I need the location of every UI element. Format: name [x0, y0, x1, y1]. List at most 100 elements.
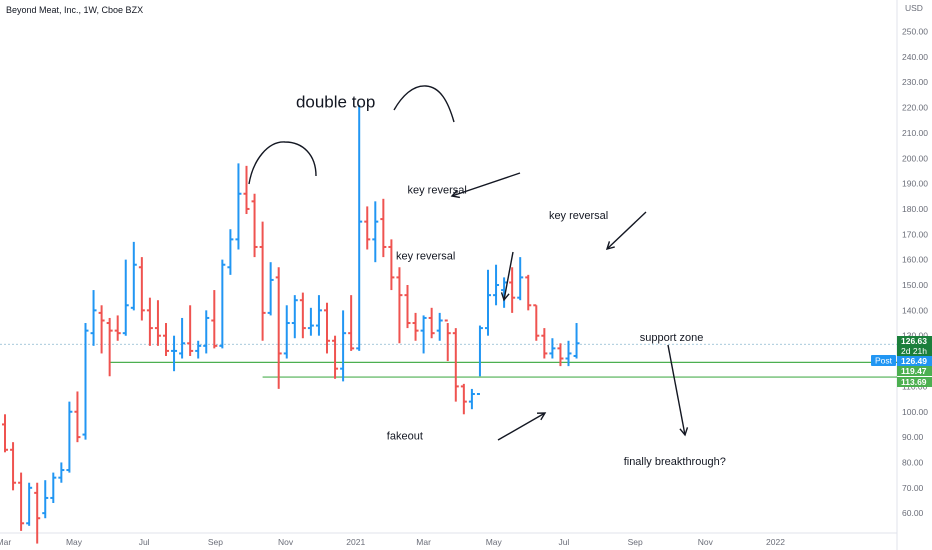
y-tick-label: 160.00 [902, 255, 928, 265]
x-tick-label: Sep [628, 537, 643, 547]
y-tick-label: 180.00 [902, 204, 928, 214]
ohlc-bar [130, 241, 137, 311]
annotation-label: fakeout [387, 431, 423, 443]
ohlc-bar [26, 482, 33, 526]
price-tag-value: 126.63 [901, 336, 927, 346]
ohlc-bar [227, 229, 234, 275]
y-tick-label: 200.00 [902, 153, 928, 163]
x-tick-label: Jul [558, 537, 569, 547]
y-tick-label: 170.00 [902, 229, 928, 239]
ohlc-bar [2, 414, 8, 453]
ohlc-bar [58, 462, 65, 483]
ohlc-bar [251, 193, 258, 258]
ohlc-bar [476, 325, 483, 396]
y-tick-label: 140.00 [902, 305, 928, 315]
y-tick-label: 60.00 [902, 508, 924, 518]
ohlc-bar [517, 257, 524, 301]
ohlc-bar [380, 198, 387, 258]
annotation-label: double top [296, 93, 375, 112]
ohlc-bar [114, 315, 121, 341]
annotation-label: key reversal [549, 210, 608, 222]
ohlc-bar [307, 307, 314, 336]
ohlc-bar [549, 338, 556, 359]
y-tick-label: 210.00 [902, 128, 928, 138]
ohlc-bar [211, 290, 218, 349]
ohlc-bar [299, 292, 306, 339]
arrow-line-4 [497, 412, 546, 441]
ohlc-bar [460, 383, 467, 415]
ohlc-bar [452, 328, 459, 402]
ohlc-bar [18, 472, 25, 531]
y-tick-label: 250.00 [902, 27, 928, 37]
x-tick-label: Nov [698, 537, 714, 547]
x-tick-label: Sep [208, 537, 223, 547]
y-tick-label: 220.00 [902, 103, 928, 113]
ohlc-bar [267, 262, 274, 316]
ohlc-bar [557, 343, 564, 367]
ohlc-bar [122, 259, 129, 336]
ohlc-bar [412, 312, 419, 341]
price-tag-value: 113.69 [901, 377, 927, 387]
ohlc-bar [364, 206, 371, 250]
arrow-head-2 [605, 241, 615, 251]
chart-title: Beyond Meat, Inc., 1W, Cboe BZX [6, 5, 143, 15]
x-tick-label: May [486, 537, 503, 547]
ohlc-bar [275, 267, 282, 389]
ohlc-bar [98, 305, 105, 354]
ohlc-bar [436, 312, 443, 341]
ohlc-bar [315, 295, 322, 336]
ohlc-bar [187, 305, 194, 356]
time-axis[interactable]: Mar May Jul Sep Nov 2021 Mar May Jul Sep Nov 2022 [0, 537, 785, 547]
currency-label: USD [905, 3, 923, 13]
ohlc-bar [340, 310, 347, 382]
ohlc-bar [66, 401, 73, 473]
price-tag: 113.69 [897, 377, 932, 387]
price-tag: 119.47 [897, 366, 932, 376]
post-badge-bg [871, 355, 896, 366]
ohlc-bar [324, 302, 330, 354]
ohlc-bar [372, 201, 379, 263]
ohlc-bar [291, 295, 298, 339]
ohlc-bar [485, 269, 491, 336]
y-tick-label: 240.00 [902, 52, 928, 62]
arrow-head-1 [500, 292, 510, 302]
ohlc-bar [203, 310, 210, 354]
ohlc-bar [468, 388, 475, 410]
y-tick-label: 70.00 [902, 483, 924, 493]
price-tag-value: 126.49 [901, 356, 927, 366]
y-tick-label: 150.00 [902, 280, 928, 290]
ohlc-bars-layer [2, 105, 580, 544]
ohlc-bar [259, 221, 266, 341]
arrow-head-0 [450, 189, 461, 199]
y-tick-label: 90.00 [902, 432, 924, 442]
top-arc-1 [248, 141, 317, 185]
ohlc-bar [573, 323, 580, 359]
ohlc-bar [50, 472, 57, 504]
ohlc-bar [195, 340, 202, 359]
price-tag-bg [897, 336, 932, 356]
y-tick-label: 230.00 [902, 77, 928, 87]
arrow-head-3 [679, 427, 689, 437]
price-tag: 126.49 Post [871, 355, 932, 366]
ohlc-bar [283, 305, 290, 359]
annotation-label: key reversal [396, 251, 455, 263]
y-tick-label: 130.00 [902, 331, 928, 341]
ohlc-bar [74, 391, 81, 443]
x-tick-label: Jul [139, 537, 150, 547]
ohlc-bar [493, 264, 500, 306]
ohlc-bar [138, 257, 145, 321]
price-axis-panel [0, 0, 898, 550]
price-tag-bg [897, 356, 932, 366]
ohlc-bar [146, 297, 153, 346]
arrow-head-4 [536, 412, 547, 421]
price-axis[interactable]: 60.0070.0080.0090.00100.00110.00120.0013… [902, 27, 928, 519]
y-tick-label: 80.00 [902, 457, 924, 467]
ohlc-bar [243, 165, 250, 215]
post-badge-label: Post [875, 356, 893, 366]
ohlc-bar [154, 300, 161, 346]
ohlc-bar [396, 267, 403, 344]
annotations-layer: double top key reversal key reversal key re… [296, 93, 726, 468]
